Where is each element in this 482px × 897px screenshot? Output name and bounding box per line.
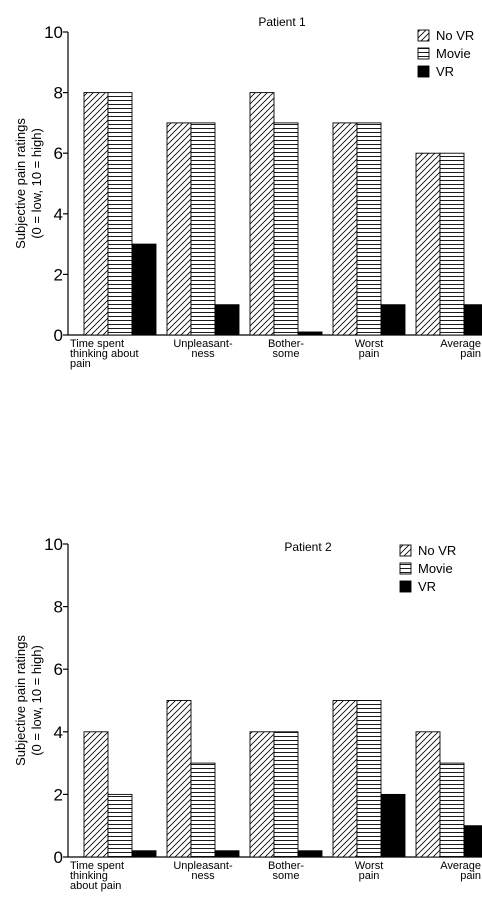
- bar-no-vr-2: [167, 701, 191, 858]
- bar-vr-2: [215, 851, 239, 857]
- bar-no-vr-5: [416, 732, 440, 857]
- y-tick-label: 2: [54, 785, 63, 804]
- category-label: pain: [359, 870, 380, 882]
- bar-movie-2: [191, 763, 215, 857]
- y-tick-label: 2: [54, 265, 63, 284]
- category-label: ness: [191, 348, 215, 360]
- chart-title: Patient 2: [284, 540, 332, 554]
- y-axis-label-line1: Subjective pain ratings: [13, 118, 28, 249]
- bar-no-vr-3: [250, 732, 274, 857]
- bar-vr-3: [298, 332, 322, 335]
- legend-swatch: [418, 30, 429, 41]
- bar-no-vr-5: [416, 153, 440, 335]
- y-axis-label-line2: (0 = low, 10 = high): [29, 128, 44, 239]
- bar-vr-1: [132, 851, 156, 857]
- bar-movie-3: [274, 123, 298, 335]
- bar-vr-4: [381, 794, 405, 857]
- category-label: some: [273, 870, 300, 882]
- category-label: pain: [70, 358, 91, 370]
- chart-panel-1: 0 2 4 6 8 10 Subjective pain ratings (0 = low, …: [13, 15, 482, 370]
- bar-movie-5: [440, 153, 464, 335]
- category-label: about pain: [70, 880, 121, 892]
- chart-title: Patient 1: [258, 15, 306, 29]
- legend-label: Movie: [436, 46, 471, 61]
- bar-movie-2: [191, 123, 215, 335]
- bar-movie-1: [108, 93, 132, 335]
- legend-swatch: [418, 66, 429, 77]
- bar-no-vr-3: [250, 93, 274, 335]
- bar-vr-5: [464, 826, 482, 857]
- bar-movie-4: [357, 701, 381, 858]
- y-tick-label: 8: [54, 84, 63, 103]
- bar-movie-5: [440, 763, 464, 857]
- chart-panel-2: 0 2 4 6 8 10 Subjective pain ratings (0 = low, …: [13, 535, 482, 892]
- y-tick-label: 8: [54, 598, 63, 617]
- bar-no-vr-4: [333, 123, 357, 335]
- y-tick-label: 10: [44, 535, 63, 554]
- y-tick-label: 4: [54, 723, 63, 742]
- bar-vr-5: [464, 305, 482, 335]
- bar-movie-1: [108, 794, 132, 857]
- legend-swatch: [400, 563, 411, 574]
- legend-label: VR: [436, 64, 454, 79]
- legend-label: VR: [418, 579, 436, 594]
- legend-label: No VR: [418, 543, 456, 558]
- y-axis-label-line2: (0 = low, 10 = high): [29, 645, 44, 756]
- bar-vr-2: [215, 305, 239, 335]
- bar-no-vr-1: [84, 93, 108, 335]
- y-tick-label: 10: [44, 23, 63, 42]
- y-axis-label-line1: Subjective pain ratings: [13, 635, 28, 766]
- y-tick-label: 0: [54, 848, 63, 867]
- y-tick-label: 0: [54, 326, 63, 345]
- category-label: pain: [460, 348, 481, 360]
- bar-no-vr-1: [84, 732, 108, 857]
- bar-vr-4: [381, 305, 405, 335]
- legend-swatch: [400, 581, 411, 592]
- bar-vr-1: [132, 244, 156, 335]
- bar-vr-3: [298, 851, 322, 857]
- legend-swatch: [400, 545, 411, 556]
- category-label: some: [273, 348, 300, 360]
- y-tick-label: 6: [54, 660, 63, 679]
- bar-movie-3: [274, 732, 298, 857]
- y-tick-label: 4: [54, 205, 63, 224]
- category-label: ness: [191, 870, 215, 882]
- category-label: pain: [359, 348, 380, 360]
- legend-label: No VR: [436, 28, 474, 43]
- category-label: pain: [460, 870, 481, 882]
- legend-swatch: [418, 48, 429, 59]
- y-tick-label: 6: [54, 144, 63, 163]
- bar-no-vr-4: [333, 701, 357, 858]
- legend-label: Movie: [418, 561, 453, 576]
- bar-movie-4: [357, 123, 381, 335]
- bar-no-vr-2: [167, 123, 191, 335]
